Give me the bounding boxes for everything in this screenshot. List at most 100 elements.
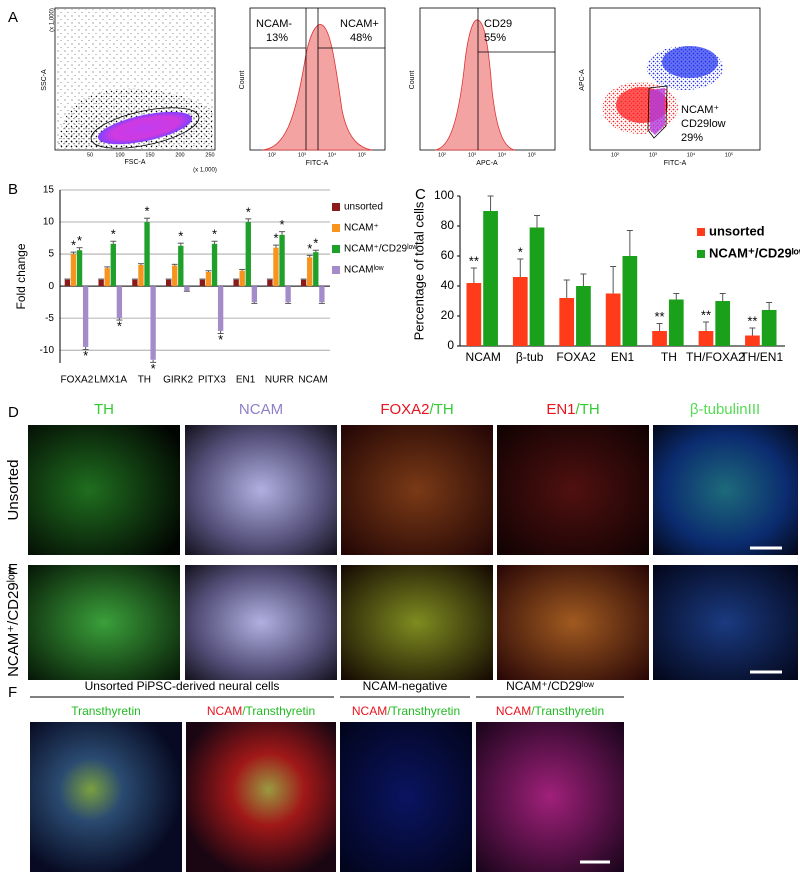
tick-label: 10³ (298, 152, 306, 158)
label-part: /Transthyretin (531, 704, 604, 718)
bar (98, 279, 104, 287)
flow-scatter-plot (54, 7, 216, 151)
tick-label: 200 (175, 152, 184, 158)
gate-name: NCAM- (256, 18, 292, 30)
significance-label: * (246, 204, 251, 219)
significance-label: * (178, 229, 183, 244)
tick-label: 10⁴ (687, 151, 696, 158)
label-part: β-tubulinIII (690, 401, 760, 418)
significance-label: * (313, 236, 318, 251)
bar (529, 227, 545, 346)
bar (512, 277, 528, 346)
label-part: Transthyretin (71, 704, 141, 718)
legend-label: unsorted (344, 202, 383, 213)
column-label: FOXA2/TH (380, 401, 453, 418)
bar (138, 264, 144, 287)
label-part: TH (94, 401, 114, 418)
label-part: /Transthyretin (242, 704, 315, 718)
bar (64, 279, 71, 287)
significance-label: * (307, 241, 312, 256)
bar (104, 268, 110, 287)
significance-label: * (273, 231, 278, 246)
bar (761, 310, 777, 346)
significance-label: * (218, 332, 223, 347)
y-axis-title: Percentage of total cells (411, 201, 426, 340)
label-part: FOXA2 (380, 401, 429, 418)
bar (279, 234, 285, 287)
significance-label: ** (469, 253, 479, 268)
gate-label: 29% (681, 132, 703, 144)
legend-swatch (332, 245, 340, 253)
label-part: NCAM (352, 704, 387, 718)
label-part: NCAM (239, 401, 283, 418)
bar (82, 286, 89, 347)
gate-percent: 48% (350, 32, 372, 44)
y-tick-label: 15 (43, 185, 55, 196)
bar (273, 247, 279, 287)
stain-label: Transthyretin (71, 704, 141, 718)
bar (605, 293, 621, 346)
panel-label: C (415, 186, 426, 203)
bar (184, 286, 190, 291)
significance-label: * (518, 244, 523, 259)
panel-label: D (8, 404, 19, 421)
axis-label: Count (239, 71, 246, 90)
tick-label: 150 (145, 152, 154, 158)
stain-label: NCAM/Transthyretin (496, 704, 604, 718)
y-tick-label: 5 (48, 249, 54, 260)
significance-label: * (83, 348, 88, 363)
x-tick-label: TH (661, 350, 677, 364)
axis-scale: (x 1,000) (50, 8, 56, 32)
bar (132, 279, 138, 287)
axis-label: APC-A (476, 160, 498, 167)
panel-label: E (8, 561, 18, 578)
x-tick-label: PITX3 (198, 375, 226, 386)
significance-label: * (151, 361, 156, 376)
bar (668, 299, 684, 346)
x-tick-label: β-tub (516, 350, 544, 364)
tick-label: 10⁵ (358, 151, 366, 158)
significance-label: ** (655, 309, 665, 324)
y-tick-label: 0 (447, 338, 454, 352)
y-tick-label: -5 (45, 313, 54, 324)
micrograph-grid (28, 425, 798, 680)
y-tick-label: 20 (441, 308, 455, 322)
y-tick-label: -10 (40, 345, 55, 356)
panel-label: B (8, 181, 18, 198)
column-label: NCAM (239, 401, 283, 418)
column-label: EN1/TH (546, 401, 599, 418)
x-tick-label: TH (138, 375, 151, 386)
row-label: Unsorted (5, 460, 22, 521)
bar (76, 250, 83, 287)
tick-label: 10⁴ (328, 151, 337, 158)
significance-label: * (280, 217, 285, 232)
y-tick-label: 100 (434, 188, 454, 202)
significance-label: * (212, 227, 217, 242)
x-tick-label: EN1 (236, 375, 256, 386)
tick-label: 10⁵ (528, 151, 536, 158)
row-label: NCAM⁺/CD29ˡᵒʷ (5, 566, 22, 677)
y-tick-label: 60 (441, 248, 455, 262)
label-part: /TH (430, 401, 454, 418)
column-label: β-tubulinIII (690, 401, 760, 418)
bar (245, 222, 251, 287)
bar (745, 335, 760, 346)
x-tick-label: LMX1A (94, 375, 127, 386)
bar (285, 286, 291, 303)
significance-label: ** (747, 313, 757, 328)
legend-swatch (332, 224, 340, 232)
axis-label: FITC-A (306, 160, 329, 167)
legend-swatch (697, 250, 705, 258)
x-tick-label: NURR (265, 375, 294, 386)
x-tick-label: FOXA2 (60, 375, 93, 386)
group-label: NCAM⁺/CD29ˡᵒʷ (506, 679, 594, 693)
y-tick-label: 10 (43, 217, 55, 228)
significance-label: ** (701, 307, 711, 322)
axis-label: FSC-A (125, 159, 146, 166)
bar (466, 283, 482, 346)
stain-label: NCAM/Transthyretin (207, 704, 315, 718)
stain-label: NCAM/Transthyretin (352, 704, 460, 718)
bar (307, 257, 313, 287)
legend-label: NCAM⁺/CD29ˡᵒʷ (709, 245, 800, 260)
